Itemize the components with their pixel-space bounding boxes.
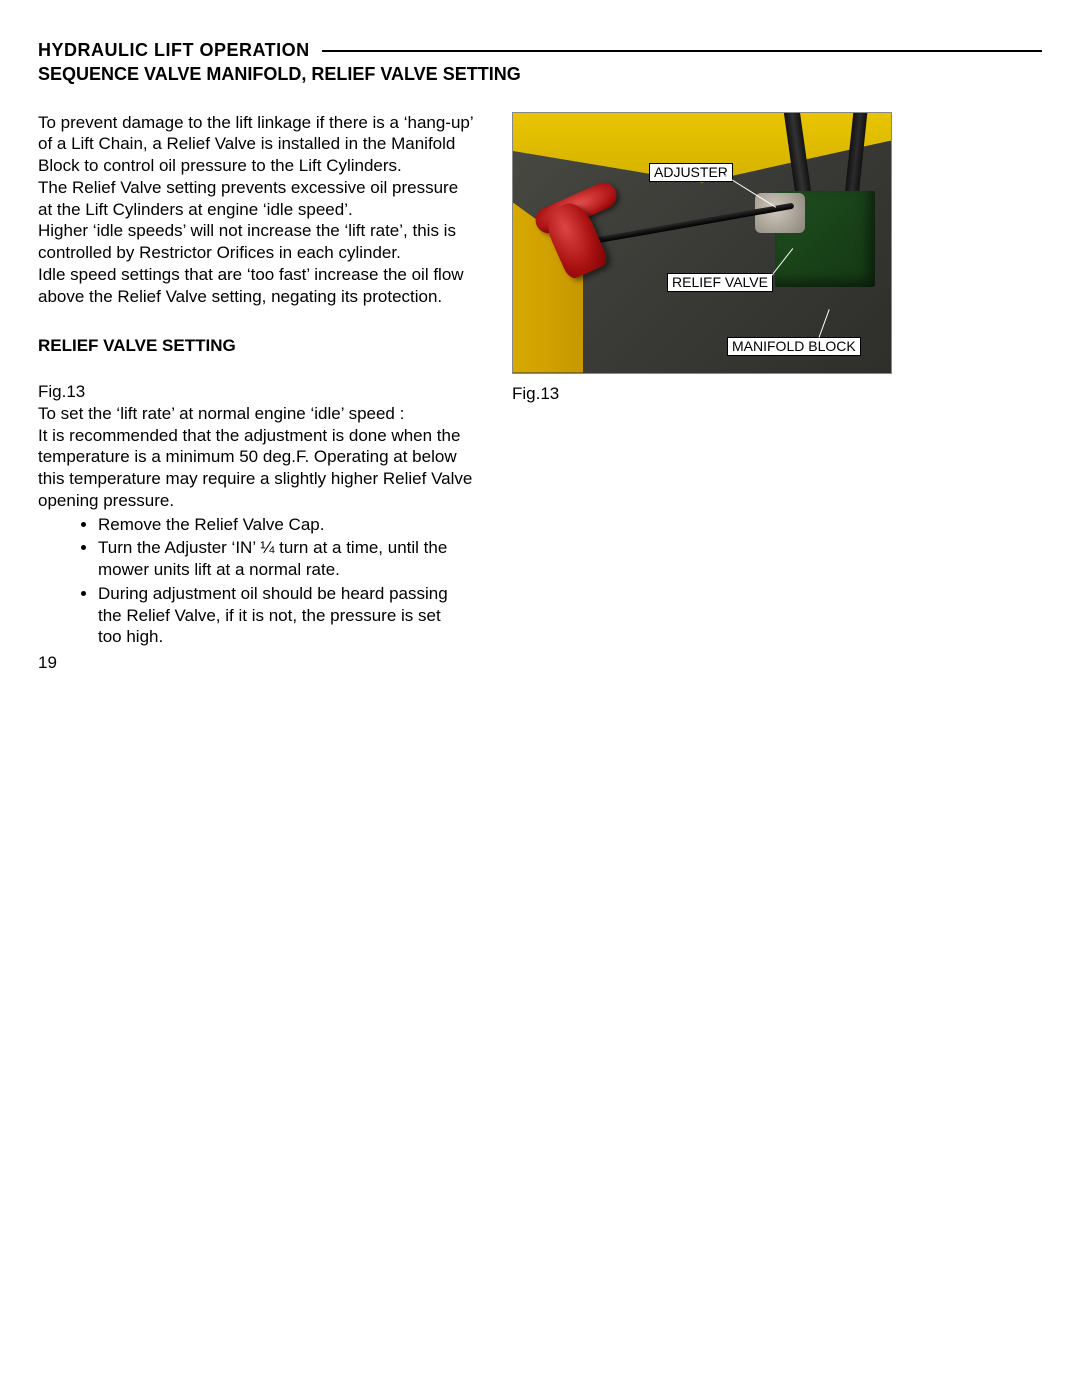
list-item: Turn the Adjuster ‘IN’ ¼ turn at a time,… [98,537,476,581]
paragraph: Idle speed settings that are ‘too fast’ … [38,264,476,308]
callout-relief-valve: RELIEF VALVE [667,273,773,292]
step-list: Remove the Relief Valve Cap. Turn the Ad… [38,514,476,649]
callout-line [819,309,830,338]
header-rule [322,50,1042,52]
list-item: During adjustment oil should be heard pa… [98,583,476,648]
callout-adjuster: ADJUSTER [649,163,733,182]
paragraph: It is recommended that the adjustment is… [38,425,476,512]
page-subheading: SEQUENCE VALVE MANIFOLD, RELIEF VALVE SE… [38,63,538,86]
page-number: 19 [38,652,476,674]
figure-reference: Fig.13 [38,381,476,403]
paragraph: To prevent damage to the lift linkage if… [38,112,476,177]
paragraph: To set the ‘lift rate’ at normal engine … [38,403,476,425]
list-item: Remove the Relief Valve Cap. [98,514,476,536]
callout-line [725,175,776,208]
figure-caption: Fig.13 [512,384,892,404]
paragraph: The Relief Valve setting prevents excess… [38,177,476,221]
section-heading: RELIEF VALVE SETTING [38,335,476,357]
callout-manifold-block: MANIFOLD BLOCK [727,337,861,356]
page-title: HYDRAULIC LIFT OPERATION [38,40,310,61]
paragraph: Higher ‘idle speeds’ will not increase t… [38,220,476,264]
right-column: ADJUSTER RELIEF VALVE MANIFOLD BLOCK Fig… [512,112,892,674]
figure-image: ADJUSTER RELIEF VALVE MANIFOLD BLOCK [512,112,892,374]
left-column: To prevent damage to the lift linkage if… [38,112,476,674]
